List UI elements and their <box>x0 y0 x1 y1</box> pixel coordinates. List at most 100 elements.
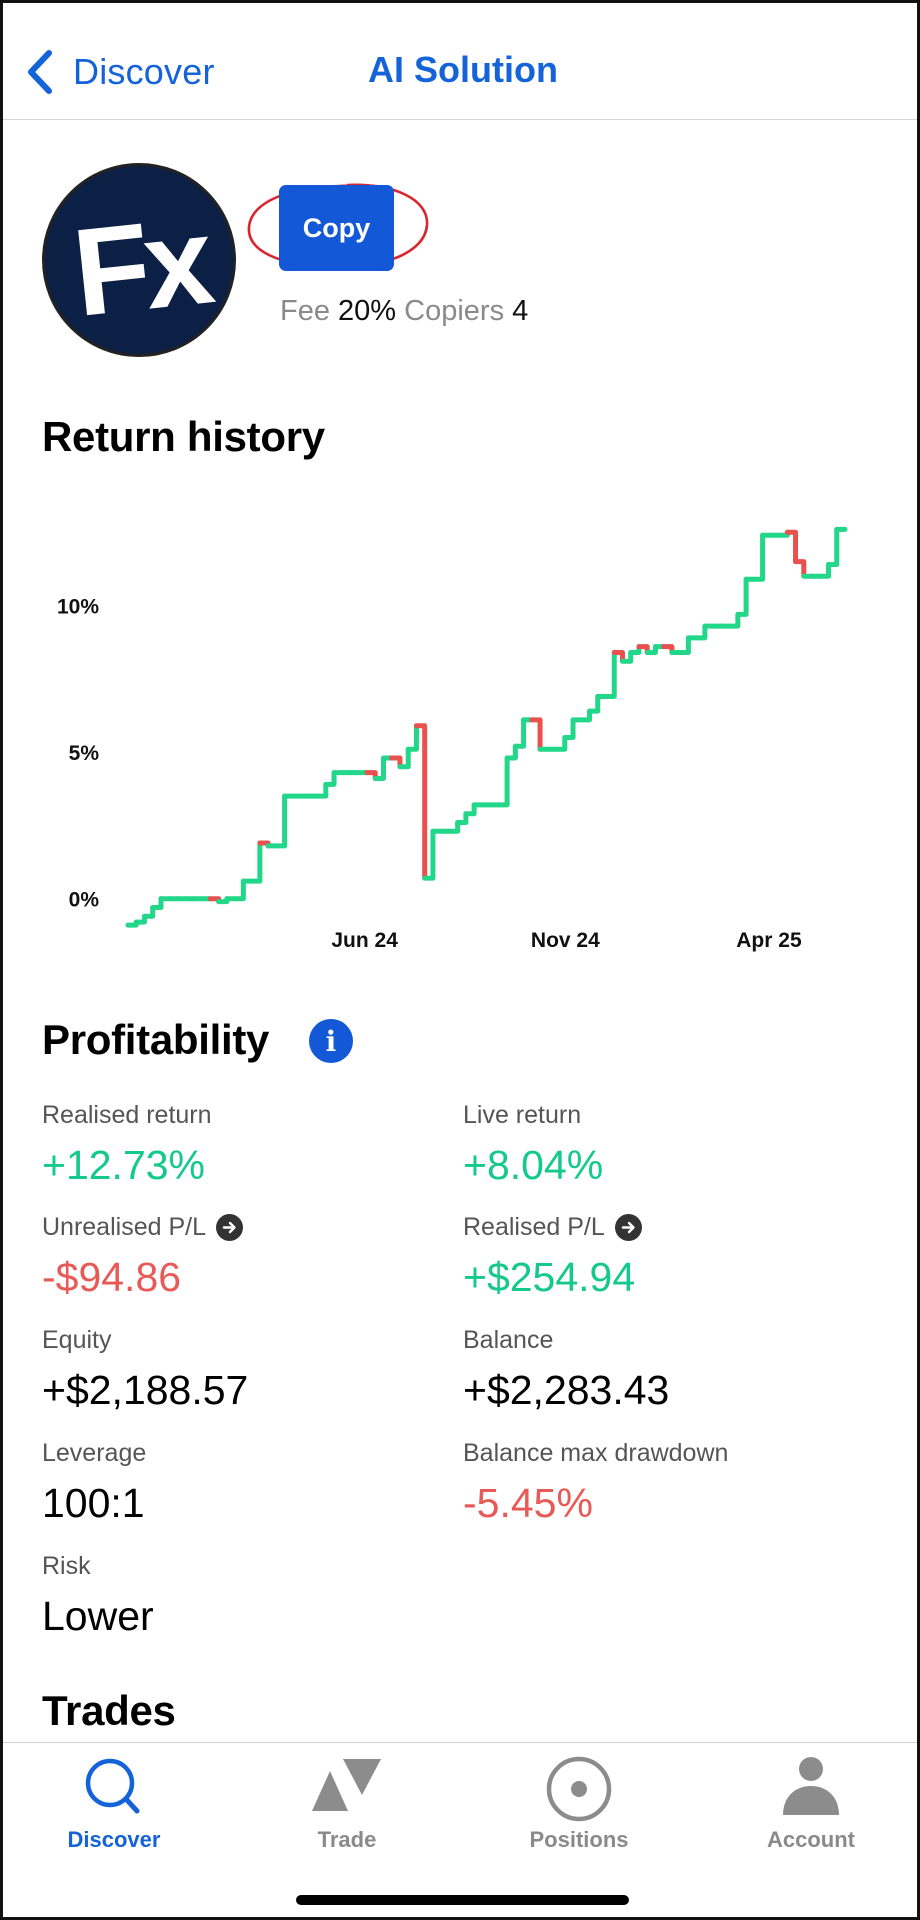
stat-value: Lower <box>42 1593 154 1639</box>
chart-line-segment <box>463 802 477 817</box>
avatar: Fx <box>42 163 236 357</box>
chart-line-segment <box>372 755 386 782</box>
chart-line-segment <box>735 576 749 617</box>
chart-line-segment <box>249 840 263 884</box>
tab-label: Positions <box>529 1827 629 1852</box>
trades-title: Trades <box>42 1687 176 1734</box>
stat-label: Live return <box>463 1101 582 1129</box>
chart-line-segment <box>587 693 601 714</box>
chart-line-segment <box>611 649 625 664</box>
chart-line-segment <box>389 755 403 770</box>
chart-line-segment <box>455 811 469 825</box>
chart-line-segment <box>562 717 576 740</box>
tab-label: Account <box>767 1827 855 1852</box>
positions-target-icon <box>546 1756 612 1822</box>
stat-label: Leverage <box>42 1439 147 1467</box>
x-tick-label: Apr 25 <box>736 929 802 952</box>
trade-triangles-icon <box>312 1759 381 1811</box>
stat-value: +$2,188.57 <box>42 1367 249 1413</box>
tab-label: Trade <box>317 1827 377 1852</box>
stat-realised-pl: Realised P/L +$254.94 <box>463 1213 642 1301</box>
stat-value: +12.73% <box>42 1142 205 1188</box>
stat-label: Equity <box>42 1326 112 1354</box>
page-title: AI Solution <box>368 49 558 90</box>
chart-line-segment <box>405 723 419 752</box>
stat-value: -$94.86 <box>42 1254 182 1300</box>
copiers-label: Copiers <box>404 295 505 327</box>
stat-risk: Risk Lower <box>42 1552 154 1640</box>
fee-copiers-line: Fee 20% Copiers 4 <box>280 295 528 328</box>
chart-line-segment <box>793 559 807 579</box>
chart-line-segment <box>323 770 337 787</box>
return-history-title: Return history <box>42 413 325 460</box>
tab-bar: Discover Trade Positions Account <box>3 1742 917 1917</box>
return-history-chart[interactable]: 10% 5% 0% Jun 24 Nov 24 Apr 25 <box>3 483 917 963</box>
chart-line-segment <box>677 635 691 655</box>
tab-discover[interactable]: Discover <box>34 1753 194 1863</box>
info-icon[interactable]: i <box>309 1019 353 1063</box>
arrow-right-circle-icon[interactable] <box>614 1214 642 1241</box>
stat-value: +8.04% <box>463 1142 604 1188</box>
stat-label: Realised P/L <box>463 1213 605 1241</box>
stat-live-return: Live return +8.04% <box>463 1101 603 1189</box>
stat-value: -5.45% <box>463 1480 593 1526</box>
chart-line-segment <box>603 649 617 699</box>
stat-label-row: Unrealised P/L <box>42 1213 243 1242</box>
stat-label-row: Realised P/L <box>463 1213 642 1242</box>
y-tick-label: 5% <box>69 742 100 765</box>
chart-line-segment <box>554 734 568 752</box>
chart-line-segment <box>784 529 799 565</box>
y-tick-label: 0% <box>69 889 100 912</box>
back-button[interactable]: Discover <box>25 47 215 97</box>
chart-line-segment <box>150 896 164 910</box>
chart-line-segment <box>141 904 156 919</box>
stat-value: +$2,283.43 <box>463 1367 670 1413</box>
fee-label: Fee <box>280 295 330 327</box>
chart-line-segment <box>727 611 741 629</box>
chart-line-segment <box>504 743 518 761</box>
chart-line-segment <box>422 828 436 881</box>
chart-line-segment <box>694 623 708 641</box>
tab-label: Discover <box>67 1827 161 1852</box>
tab-trade[interactable]: Trade <box>267 1753 427 1863</box>
chart-line-segment <box>619 649 634 664</box>
x-tick-label: Jun 24 <box>331 929 398 952</box>
stat-value: 100:1 <box>42 1480 145 1526</box>
chart-line-segment <box>397 746 411 770</box>
stat-balance-max-drawdown: Balance max drawdown -5.45% <box>463 1439 728 1527</box>
y-tick-label: 10% <box>57 596 99 619</box>
chart-line-segment <box>232 878 246 902</box>
arrow-right-circle-icon[interactable] <box>215 1214 243 1241</box>
stat-equity: Equity +$2,188.57 <box>42 1326 248 1414</box>
stat-label: Balance max drawdown <box>463 1439 729 1467</box>
chart-line-segment <box>512 717 527 749</box>
chevron-left-icon <box>28 50 52 94</box>
copiers-value: 4 <box>512 295 529 327</box>
chart-line-segment <box>751 532 766 582</box>
tab-positions[interactable]: Positions <box>499 1753 659 1863</box>
tab-account[interactable]: Account <box>731 1753 891 1863</box>
chart-line-segment <box>529 717 543 752</box>
stat-label: Balance <box>463 1326 554 1354</box>
copy-button[interactable]: Copy <box>279 185 394 271</box>
chart-line-segment <box>413 723 428 881</box>
chart-line-segment <box>496 755 510 808</box>
nav-header: Discover AI Solution <box>3 3 917 120</box>
stat-realised-return: Realised return +12.73% <box>42 1101 212 1189</box>
stat-label: Risk <box>42 1552 91 1580</box>
avatar-text: Fx <box>67 191 220 343</box>
x-tick-label: Nov 24 <box>531 929 600 952</box>
profitability-title: Profitability <box>42 1016 270 1063</box>
home-indicator <box>296 1895 629 1905</box>
chart-line-segment <box>578 708 593 723</box>
chart-line-segment <box>315 781 329 799</box>
chart-line-segment <box>826 526 840 568</box>
back-label: Discover <box>73 51 215 92</box>
stat-value: +$254.94 <box>463 1254 636 1300</box>
stat-unrealised-pl: Unrealised P/L -$94.86 <box>42 1213 243 1301</box>
stat-balance: Balance +$2,283.43 <box>463 1326 669 1414</box>
stat-label: Realised return <box>42 1101 212 1129</box>
stat-leverage: Leverage 100:1 <box>42 1439 146 1527</box>
search-icon <box>85 1758 140 1814</box>
